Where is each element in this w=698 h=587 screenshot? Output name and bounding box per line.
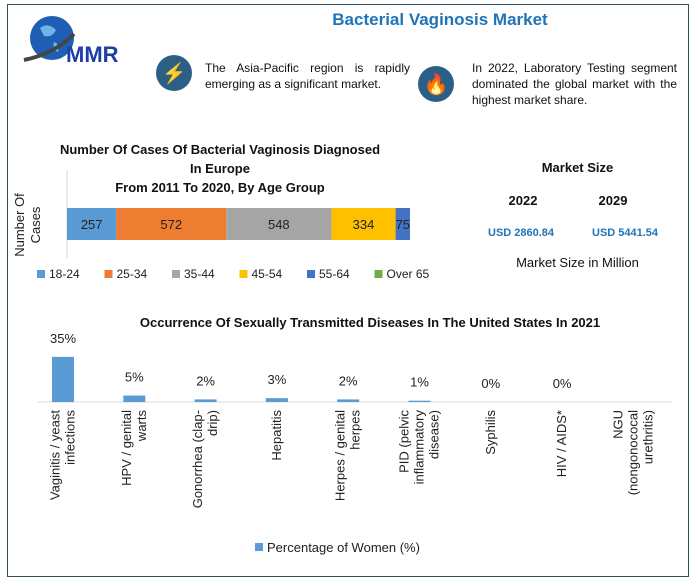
data-label: 548 — [268, 217, 290, 232]
market-size-note: Market Size in Million — [516, 255, 639, 270]
category-label-line: NGU — [610, 410, 625, 439]
y-axis-label: Number OfCases — [12, 193, 43, 257]
market-size-title: Market Size — [541, 160, 614, 175]
legend-label: 18-24 — [49, 267, 80, 281]
page-title: Bacterial Vaginosis Market — [332, 10, 548, 29]
category-label-line: warts — [134, 410, 149, 443]
mmr-logo: MMR — [20, 12, 145, 72]
y-axis-label-line: Cases — [28, 206, 43, 243]
info-text-2: In 2022, Laboratory Testing segment domi… — [472, 61, 677, 107]
data-label: 35% — [50, 331, 76, 346]
data-label: 5% — [125, 370, 144, 385]
data-label: 3% — [268, 372, 287, 387]
year-2029: 2029 — [598, 193, 628, 208]
category-label: HPV / genitalwarts — [119, 410, 149, 486]
data-label: 334 — [353, 217, 375, 232]
category-label: Herpes / genitalherpes — [333, 410, 363, 502]
bar — [123, 395, 146, 402]
category-label-line: PID (pelvic — [397, 410, 412, 473]
chart1-title-line3: From 2011 To 2020, By Age Group — [115, 180, 325, 195]
category-label-line: disease) — [427, 410, 442, 459]
category-label-line: drip) — [205, 410, 220, 436]
chart2-title: Occurrence Of Sexually Transmitted Disea… — [139, 315, 601, 330]
legend-label: Over 65 — [387, 267, 430, 281]
category-label: HIV / AIDS* — [554, 410, 569, 477]
data-label: 257 — [81, 217, 103, 232]
category-label-line: Vaginitis / yeast — [48, 410, 63, 500]
chart1: Number OfCases 257 18-24 572 25-34 548 35-44 33… — [12, 170, 430, 281]
globe-icon — [30, 16, 74, 60]
category-label-line: inflammatory — [412, 410, 427, 485]
chart1-title: Number Of Cases Of Bacterial Vaginosis D… — [50, 142, 390, 195]
data-label: 572 — [160, 217, 182, 232]
data-label: 0% — [481, 376, 500, 391]
data-label: 2% — [196, 373, 215, 388]
bar — [265, 398, 288, 402]
category-label-line: infections — [63, 410, 78, 465]
legend-label: Percentage of Women (%) — [267, 540, 420, 555]
category-label: NGU(nongonococalurethritis) — [610, 410, 655, 495]
category-label-line: urethritis) — [640, 410, 655, 464]
year-2022: 2022 — [508, 193, 538, 208]
bar — [337, 399, 360, 402]
value-2029: USD 5441.54 — [592, 227, 659, 239]
chart2: 35% Vaginitis / yeastinfections 5% HPV / ge… — [38, 331, 672, 555]
data-label: 2% — [339, 373, 358, 388]
legend-swatch — [172, 270, 180, 278]
legend-swatch — [307, 270, 315, 278]
bar-segment-55-64 — [395, 208, 410, 240]
data-label: 75 — [396, 217, 410, 232]
bar — [194, 399, 217, 402]
bar — [52, 356, 74, 402]
category-label: Syphilis — [483, 410, 498, 455]
lightning-icon: ⚡ — [156, 55, 192, 91]
flame-icon: 🔥 — [418, 66, 454, 102]
category-label-line: Herpes / genital — [333, 410, 348, 501]
chart1-title-line2: In Europe — [190, 161, 250, 176]
category-label: Hepatitis — [269, 410, 284, 461]
legend-label: 45-54 — [252, 267, 283, 281]
category-label-line: herpes — [348, 410, 363, 450]
info-text-1: The Asia-Pacific region is rapidly emerg… — [205, 61, 410, 91]
bar-segment-25-34 — [116, 208, 227, 240]
legend-swatch — [374, 270, 383, 278]
data-label: 0% — [553, 376, 572, 391]
logo-text: MMR — [66, 42, 119, 67]
bar-segment-35-44 — [226, 208, 332, 240]
category-label-line: HPV / genital — [119, 410, 134, 486]
category-label-line: (nongonococal — [625, 410, 640, 495]
frame — [7, 4, 689, 577]
legend-swatch — [104, 270, 113, 278]
legend-swatch — [255, 543, 263, 551]
legend-label: 55-64 — [319, 267, 350, 281]
legend-label: 25-34 — [117, 267, 148, 281]
legend-swatch — [239, 270, 248, 278]
value-2022: USD 2860.84 — [488, 227, 555, 239]
data-label: 1% — [410, 375, 429, 390]
category-label: Gonorrhea (clap-drip) — [190, 410, 220, 508]
legend-swatch — [37, 270, 45, 278]
category-label-line: HIV / AIDS* — [554, 410, 569, 477]
legend-label: 35-44 — [184, 267, 215, 281]
bar — [408, 400, 431, 402]
category-label-line: Gonorrhea (clap- — [190, 410, 205, 508]
category-label: PID (pelvicinflammatorydisease) — [397, 410, 442, 485]
category-label-line: Syphilis — [483, 410, 498, 455]
y-axis-label-line: Number Of — [12, 193, 27, 257]
category-label: Vaginitis / yeastinfections — [48, 410, 78, 501]
category-label-line: Hepatitis — [269, 410, 284, 461]
bar-segment-18-24 — [67, 208, 117, 240]
chart1-title-line1: Number Of Cases Of Bacterial Vaginosis D… — [59, 142, 381, 157]
bar-segment-45-54 — [331, 208, 396, 240]
